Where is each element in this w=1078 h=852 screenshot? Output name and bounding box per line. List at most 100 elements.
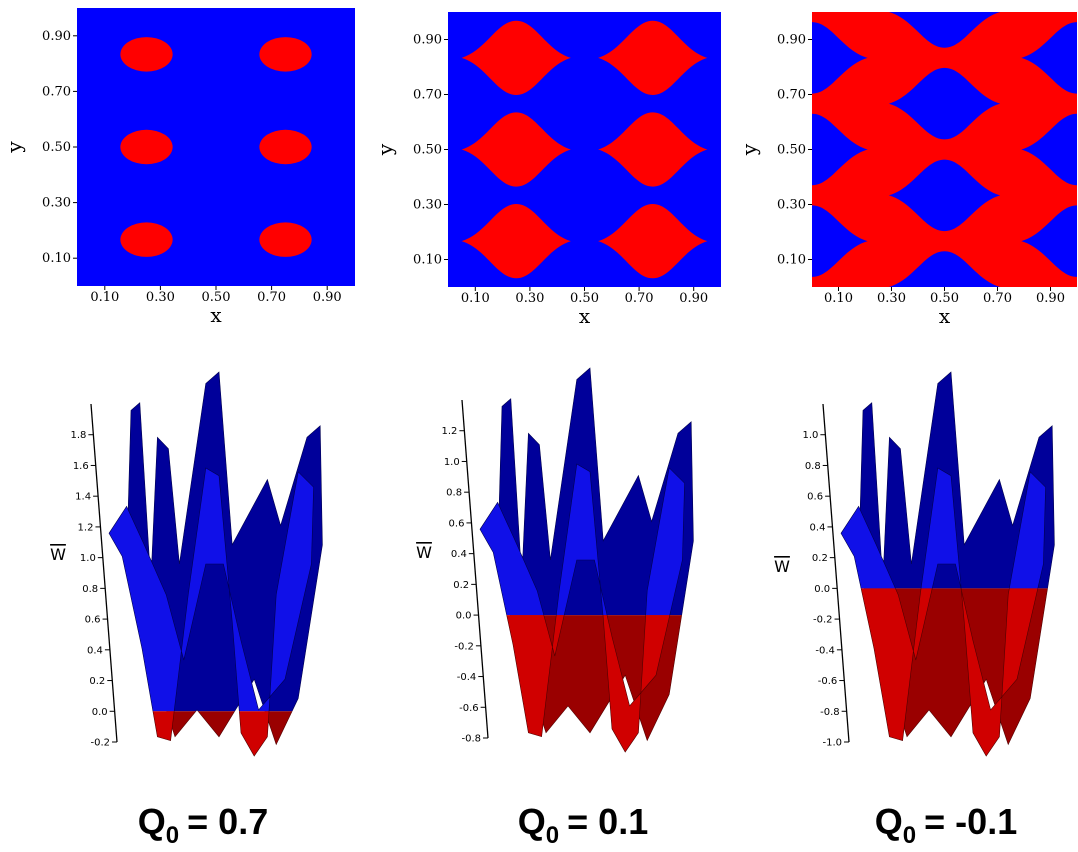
z-tick-label: 1.2: [78, 522, 94, 533]
x-tick-label: 0.50: [570, 291, 599, 306]
z-tick-label: 0.4: [451, 549, 467, 560]
region: [1021, 113, 1077, 186]
x-tick-label: 0.50: [930, 291, 959, 306]
y-tick-label: 0.30: [413, 198, 442, 213]
z-axis: [90, 403, 118, 743]
region: [120, 129, 173, 165]
x-tick-label: 0.70: [625, 291, 654, 306]
x-tick-label: 0.70: [983, 291, 1012, 306]
caption: Q0 = 0.7: [138, 801, 268, 849]
z-tick-label: -0.4: [457, 672, 477, 683]
x-tick-label: 0.10: [824, 291, 853, 306]
region: [259, 222, 312, 257]
y-tick-label: 0.30: [777, 198, 806, 213]
x-tick-label: 0.90: [679, 291, 708, 306]
surface-lower: [860, 588, 1039, 757]
surface-lower: [863, 588, 1048, 746]
x-tick-label: 0.30: [146, 290, 175, 305]
x-axis-label: x: [939, 304, 951, 328]
z-tick-label: -0.8: [820, 707, 840, 718]
z-tick-label: -1.0: [822, 738, 842, 749]
region: [598, 204, 708, 279]
region: [888, 67, 1001, 140]
region: [461, 20, 571, 95]
region: [812, 113, 868, 186]
region: [888, 12, 1001, 48]
x-tick-label: 0.90: [1036, 291, 1065, 306]
map-area: [77, 8, 355, 286]
x-tick-label: 0.30: [515, 291, 544, 306]
region: [598, 20, 708, 95]
z-tick-label: 0.6: [449, 518, 465, 529]
x-axis-label: x: [210, 303, 222, 327]
z-tick-label: 1.2: [441, 426, 457, 437]
y-tick-label: 0.70: [413, 88, 442, 103]
y-tick-label: 0.50: [42, 140, 71, 155]
z-tick-label: 0.0: [92, 707, 108, 718]
z-axis-label: W: [774, 557, 790, 576]
surface-upper: [497, 367, 694, 616]
x-tick-label: 0.10: [461, 291, 490, 306]
z-tick-label: -0.2: [813, 615, 833, 626]
y-axis-label: y: [2, 141, 26, 154]
caption: Q0 = 0.1: [518, 801, 648, 849]
z-tick-label: 0.2: [453, 580, 469, 591]
y-tick-label: 0.30: [42, 196, 71, 211]
region: [259, 129, 312, 165]
z-tick-label: -0.8: [461, 734, 481, 745]
surface-upper: [858, 371, 1055, 589]
y-tick-label: 0.90: [413, 33, 442, 48]
y-tick-label: 0.50: [777, 143, 806, 158]
x-tick-label: 0.90: [313, 290, 342, 305]
y-tick-label: 0.10: [777, 253, 806, 268]
caption-subscript: 0: [546, 822, 559, 849]
x-axis-label: x: [579, 304, 591, 328]
z-tick-label: 0.2: [812, 553, 828, 564]
surface-upper: [840, 467, 1046, 589]
z-tick-label: 1.6: [73, 461, 89, 472]
map-area: [448, 12, 721, 287]
x-tick-label: 0.10: [90, 290, 119, 305]
z-tick-label: 1.0: [444, 457, 460, 468]
z-tick-label: -0.2: [90, 738, 110, 749]
y-axis-label: y: [737, 143, 761, 156]
z-tick-label: -0.6: [818, 676, 838, 687]
y-tick-label: 0.70: [777, 88, 806, 103]
caption: Q0 = -0.1: [875, 801, 1017, 849]
region: [812, 22, 868, 94]
caption-text: = 0.7: [187, 801, 268, 842]
caption-symbol: Q: [518, 801, 546, 842]
caption-symbol: Q: [875, 801, 903, 842]
x-tick-label: 0.30: [877, 291, 906, 306]
region: [812, 205, 868, 277]
region: [461, 204, 571, 279]
caption-text: = -0.1: [924, 801, 1017, 842]
surface-lower: [152, 711, 270, 757]
caption-subscript: 0: [166, 822, 179, 849]
surface-upper: [108, 467, 314, 712]
region: [1021, 22, 1077, 94]
z-tick-label: 0.8: [446, 488, 462, 499]
caption-symbol: Q: [138, 801, 166, 842]
y-tick-label: 0.50: [413, 143, 442, 158]
z-axis: [461, 399, 489, 739]
x-tick-label: 0.50: [202, 290, 231, 305]
region: [120, 222, 173, 257]
map-background: [77, 8, 355, 286]
region: [461, 112, 571, 187]
surface-lower: [166, 711, 293, 746]
y-tick-label: 0.90: [42, 29, 71, 44]
z-tick-label: -0.2: [454, 641, 474, 652]
region: [120, 37, 173, 72]
z-tick-label: 0.8: [82, 584, 98, 595]
y-axis-label: y: [373, 143, 397, 156]
z-tick-label: 1.0: [80, 553, 96, 564]
caption-subscript: 0: [903, 822, 916, 849]
region: [1021, 205, 1077, 277]
z-tick-label: 0.2: [89, 676, 105, 687]
z-axis: [822, 403, 850, 743]
region: [888, 251, 1001, 287]
y-tick-label: 0.70: [42, 84, 71, 99]
surface-upper: [479, 463, 685, 616]
